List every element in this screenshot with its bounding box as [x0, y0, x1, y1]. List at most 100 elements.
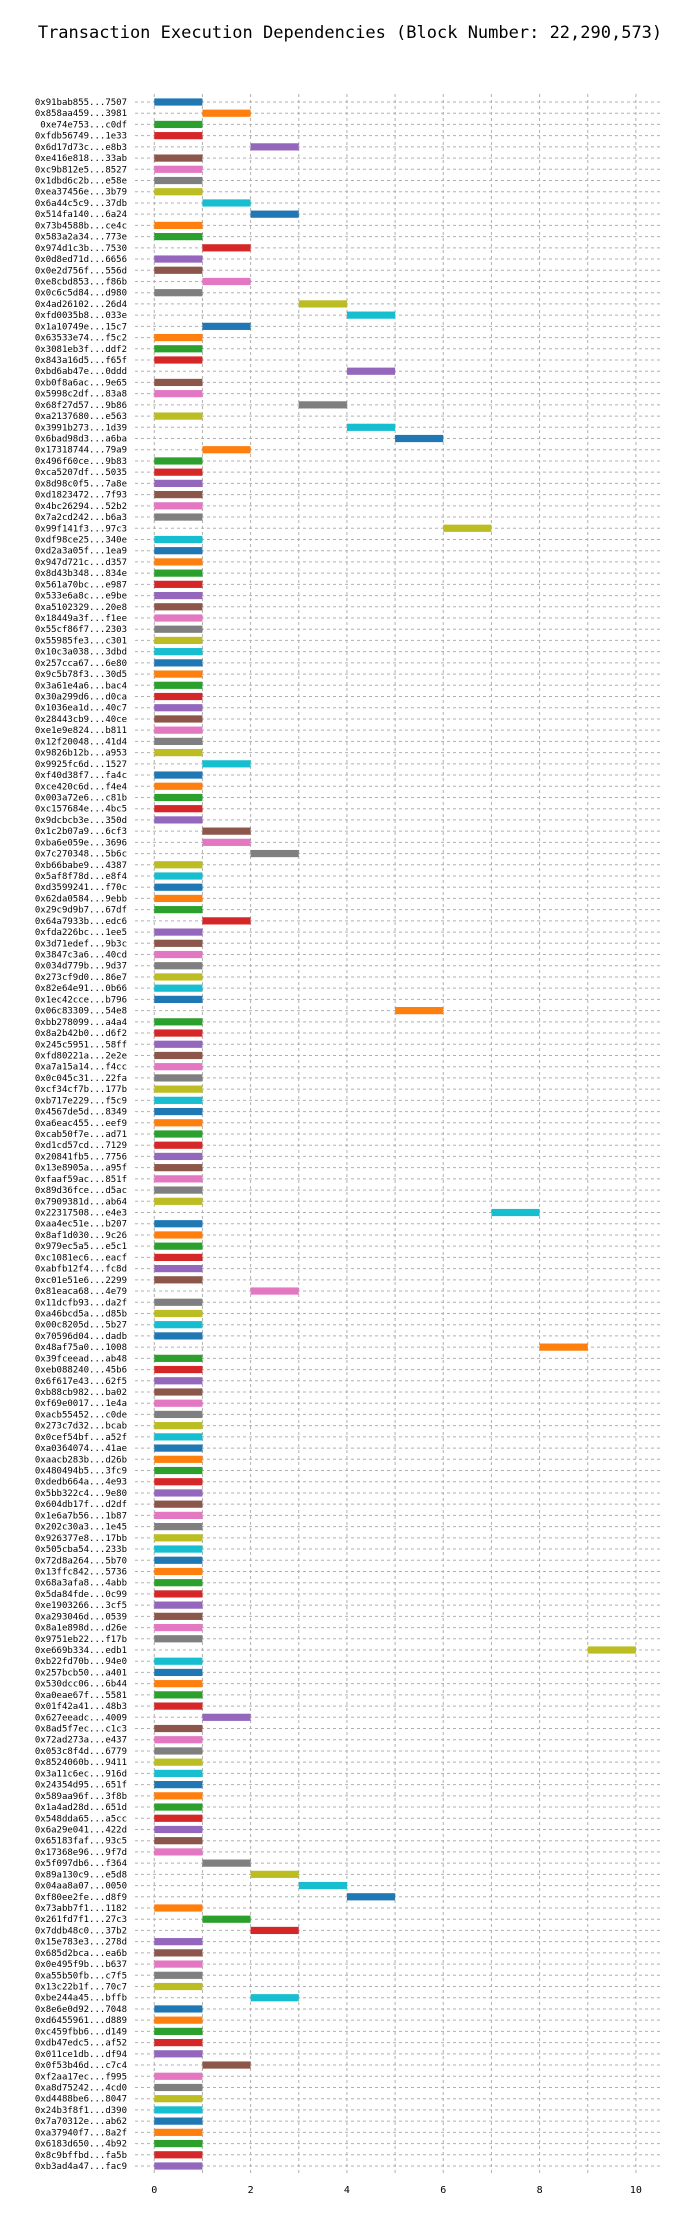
bar [154, 1534, 203, 1542]
y-tick-label: 0xd1cd57cd...7129 [35, 1141, 127, 1151]
bar [154, 120, 203, 129]
x-tick-label: 2 [248, 2185, 254, 2196]
bar [154, 1758, 203, 1766]
y-tick-label: 0x257bcb50...a401 [35, 1668, 127, 1678]
y-tick-label: 0x3a11c6ec...916d [35, 1769, 127, 1779]
bar [154, 1197, 203, 1205]
bar [154, 1029, 203, 1037]
bar [154, 1938, 203, 1946]
bar [154, 1545, 203, 1553]
y-tick-label: 0xfd80221a...2e2e [35, 1051, 127, 1061]
bar [154, 1657, 203, 1665]
y-tick-label: 0x9925fc6d...1527 [35, 760, 127, 770]
bar [154, 1332, 203, 1340]
y-tick-label: 0x273c7d32...bcab [35, 1422, 127, 1432]
y-tick-label: 0x91bab855...7507 [35, 98, 127, 108]
bar [154, 2162, 203, 2170]
bar [346, 423, 396, 431]
y-tick-label: 0x6a44c5c9...37db [35, 199, 127, 209]
y-tick-label: 0x604db17f...d2df [35, 1500, 127, 1510]
y-tick-label: 0x24b3f8f1...d390 [35, 2106, 127, 2116]
bar [154, 1635, 203, 1643]
y-tick-label: 0xd3599241...f70c [35, 883, 127, 893]
bar [154, 1949, 203, 1957]
bar [154, 1265, 203, 1273]
y-tick-label: 0x0cef54bf...a52f [35, 1433, 127, 1443]
y-tick-label: 0xca5207df...5035 [35, 468, 127, 478]
bar [154, 1119, 203, 1127]
y-tick-label: 0xdf98ce25...340e [35, 535, 127, 545]
bar [202, 827, 251, 835]
y-tick-label: 0x8a2b42b0...d6f2 [35, 1029, 127, 1039]
bar [154, 737, 203, 745]
bar [154, 2083, 203, 2092]
y-tick-label: 0x202c30a3...1e45 [35, 1523, 127, 1533]
bar [202, 2061, 251, 2069]
bar [154, 704, 203, 712]
y-tick-label: 0x3847c3a6...40cd [35, 951, 127, 961]
bar [154, 681, 203, 689]
bar [154, 1623, 203, 1632]
bar [154, 1018, 203, 1026]
bar [154, 1063, 203, 1071]
y-tick-label: 0xa293046d...0539 [35, 1612, 127, 1622]
chart-title: Transaction Execution Dependencies (Bloc… [38, 23, 662, 43]
bar [154, 1792, 203, 1800]
bar [154, 1478, 203, 1486]
y-tick-label: 0xc1081ec6...eacf [35, 1253, 127, 1263]
bar [154, 939, 203, 947]
y-tick-label: 0x70596d04...dadb [35, 1332, 127, 1342]
y-tick-label: 0x5f097db6...f364 [35, 1859, 127, 1869]
y-tick-label: 0x261fd7f1...27c3 [35, 1915, 127, 1925]
y-tick-label: 0xc459fbb6...d149 [35, 2027, 127, 2037]
y-tick-label: 0x053c8f4d...6779 [35, 1747, 127, 1757]
y-tick-label: 0x39fceead...ab48 [35, 1354, 127, 1364]
bar [154, 1422, 203, 1430]
bar [154, 894, 203, 903]
y-tick-label: 0x89a130c9...e5d8 [35, 1870, 127, 1880]
bar [154, 962, 203, 970]
bar [250, 1287, 299, 1295]
y-tick-label: 0x06c83309...54e8 [35, 1007, 127, 1017]
bar [154, 670, 203, 678]
bar [154, 1164, 203, 1172]
y-tick-label: 0x003a72e6...c81b [35, 793, 127, 803]
bar [154, 2072, 203, 2080]
y-tick-label: 0xb3ad4a47...fac9 [35, 2162, 127, 2172]
y-tick-label: 0x548dda65...a5cc [35, 1814, 127, 1824]
bar [154, 1769, 203, 1777]
bar [250, 143, 299, 151]
bar [154, 782, 203, 790]
bar [154, 1040, 203, 1048]
y-tick-label: 0x64a7933b...edc6 [35, 917, 127, 927]
y-tick-label: 0xb0f8a6ac...9e65 [35, 378, 127, 388]
y-tick-label: 0xe1e9e824...b811 [35, 726, 127, 736]
y-tick-label: 0xfd0035b8...033e [35, 311, 127, 321]
bar [346, 311, 396, 319]
bar [395, 1007, 444, 1015]
y-tick-label: 0x3a61e4a6...bac4 [35, 681, 127, 691]
y-tick-label: 0xdedb664a...4e93 [35, 1478, 127, 1488]
y-tick-label: 0x99f141f3...97c3 [35, 524, 127, 534]
y-tick-label: 0x273cf9d0...86e7 [35, 973, 127, 983]
y-tick-label: 0x3991b273...1d39 [35, 423, 127, 433]
bar [154, 1971, 203, 1979]
y-tick-label: 0xbd6ab47e...0ddd [35, 367, 127, 377]
bar [154, 333, 203, 342]
bar [346, 1893, 396, 1901]
y-tick-label: 0xb66babe9...4387 [35, 861, 127, 871]
bar [154, 1567, 203, 1576]
bar [154, 1377, 203, 1385]
y-tick-label: 0xdb47edc5...af52 [35, 2039, 127, 2049]
bar [154, 1433, 203, 1441]
bar [154, 2016, 203, 2024]
bar [202, 760, 251, 768]
y-tick-label: 0x48af75a0...1008 [35, 1343, 127, 1353]
y-tick-label: 0x1036ea1d...40c7 [35, 704, 127, 714]
bar [154, 154, 203, 162]
bar [154, 1556, 203, 1564]
y-tick-label: 0x979ec5a5...e5c1 [35, 1242, 127, 1252]
y-tick-label: 0xf69e0017...1e4a [35, 1399, 127, 1409]
bar [154, 771, 203, 779]
